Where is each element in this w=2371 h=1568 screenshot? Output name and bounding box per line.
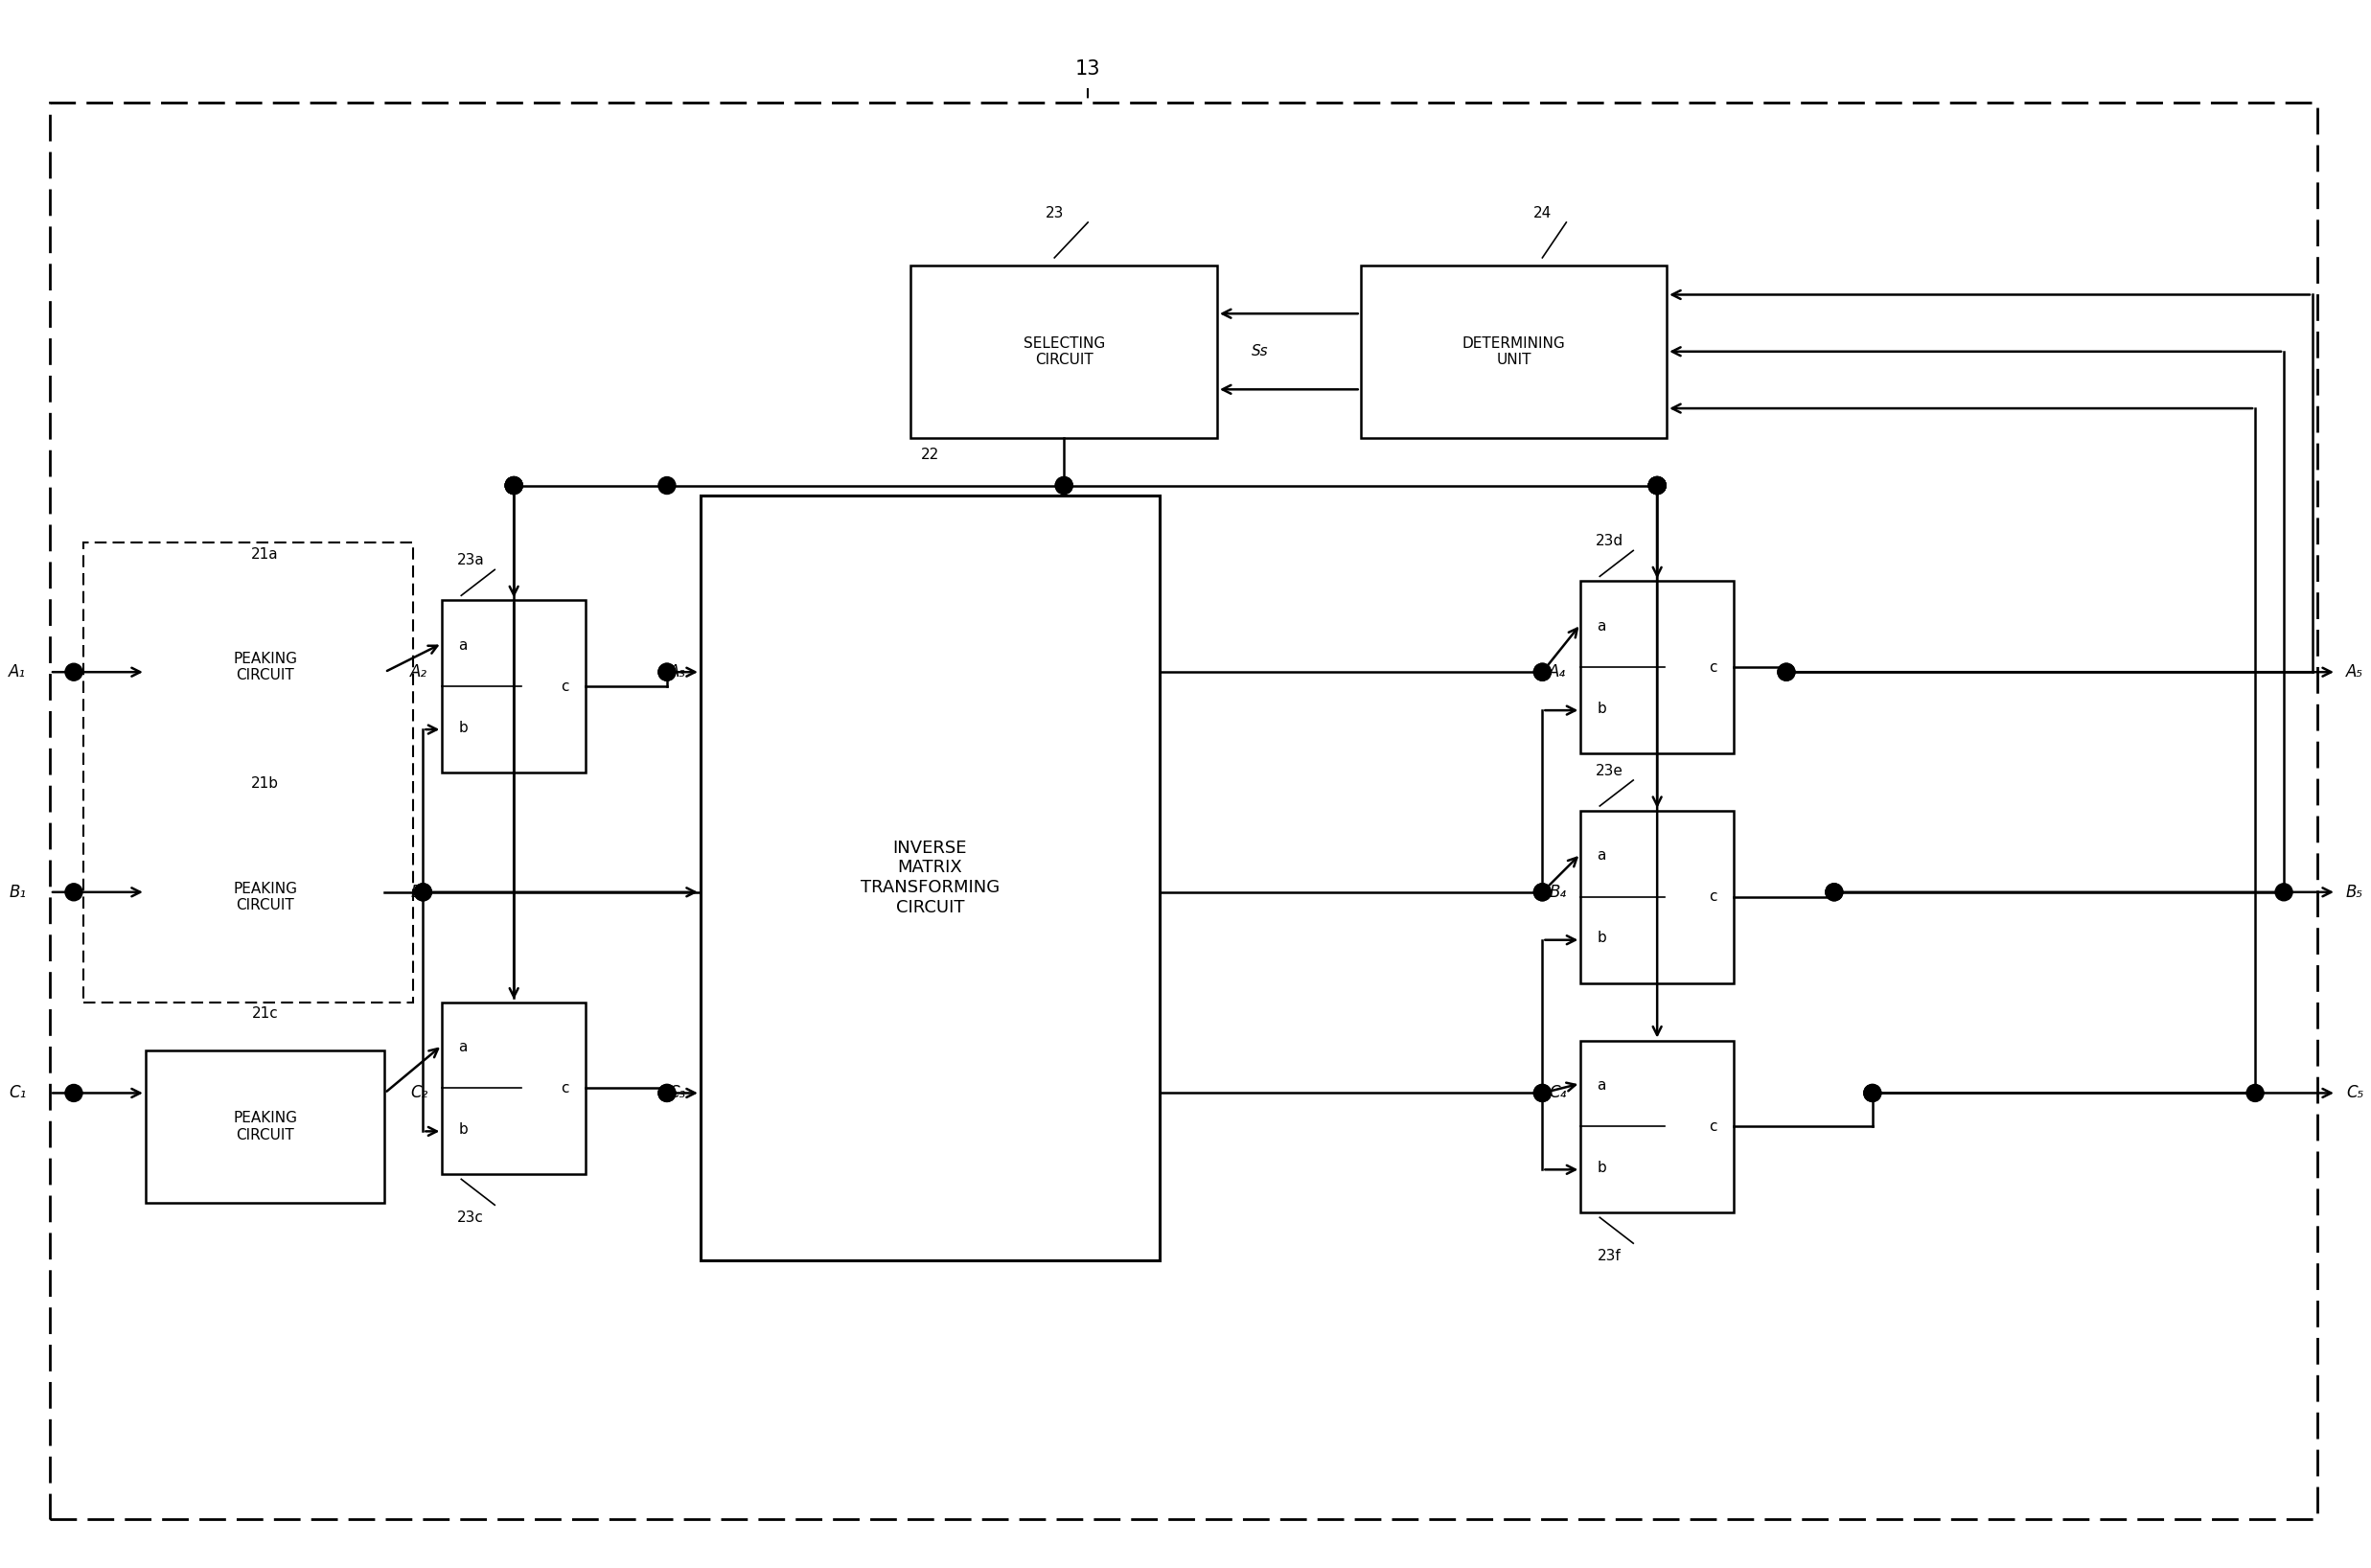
Circle shape — [1055, 477, 1072, 494]
Circle shape — [1648, 477, 1667, 494]
Text: 21c: 21c — [251, 1007, 277, 1021]
Circle shape — [1534, 663, 1551, 681]
Circle shape — [1534, 1085, 1551, 1102]
Circle shape — [1648, 477, 1667, 494]
Circle shape — [505, 477, 522, 494]
Text: A₄: A₄ — [1548, 663, 1567, 681]
Text: a: a — [1598, 848, 1605, 862]
Text: 24: 24 — [1534, 205, 1551, 220]
Text: b: b — [458, 721, 467, 735]
Bar — [910, 265, 1216, 437]
Circle shape — [415, 883, 432, 900]
Text: A₁: A₁ — [9, 663, 26, 681]
Circle shape — [1778, 663, 1795, 681]
Circle shape — [659, 1085, 676, 1102]
Text: a: a — [458, 1040, 467, 1054]
Text: b: b — [1598, 1160, 1608, 1174]
Circle shape — [1534, 883, 1551, 900]
Bar — [145, 1051, 384, 1203]
Circle shape — [1826, 883, 1842, 900]
Text: b: b — [458, 1123, 467, 1137]
Text: 22: 22 — [920, 448, 939, 463]
Text: A₃: A₃ — [669, 663, 685, 681]
Circle shape — [1055, 477, 1072, 494]
Text: A₂: A₂ — [410, 663, 427, 681]
Bar — [1581, 1041, 1733, 1212]
Circle shape — [659, 663, 676, 681]
Text: 23d: 23d — [1596, 533, 1624, 549]
Text: c: c — [1709, 889, 1717, 905]
Circle shape — [1826, 883, 1842, 900]
Circle shape — [505, 477, 522, 494]
Bar — [83, 543, 413, 1002]
Text: C₂: C₂ — [410, 1085, 427, 1102]
Text: C₅: C₅ — [2345, 1085, 2364, 1102]
Circle shape — [64, 1085, 83, 1102]
Circle shape — [64, 883, 83, 900]
Text: c: c — [560, 679, 569, 693]
Bar — [441, 1002, 586, 1174]
Circle shape — [1864, 1085, 1880, 1102]
Circle shape — [659, 663, 676, 681]
Circle shape — [2248, 1085, 2264, 1102]
Text: DETERMINING
UNIT: DETERMINING UNIT — [1463, 336, 1565, 367]
Text: 23a: 23a — [458, 554, 484, 568]
Bar — [1361, 265, 1667, 437]
Bar — [1581, 811, 1733, 983]
Text: a: a — [1598, 1079, 1605, 1093]
Text: 13: 13 — [1074, 60, 1100, 78]
Text: c: c — [560, 1080, 569, 1096]
Text: B₂: B₂ — [410, 883, 427, 900]
Text: C₄: C₄ — [1548, 1085, 1567, 1102]
Text: c: c — [1709, 660, 1717, 674]
Text: c: c — [1709, 1120, 1717, 1134]
Circle shape — [2276, 883, 2293, 900]
Circle shape — [659, 477, 676, 494]
Circle shape — [1648, 477, 1667, 494]
Circle shape — [1534, 663, 1551, 681]
Text: PEAKING
CIRCUIT: PEAKING CIRCUIT — [232, 1112, 296, 1142]
Circle shape — [64, 663, 83, 681]
Circle shape — [1534, 883, 1551, 900]
Circle shape — [1648, 477, 1667, 494]
Text: C₃: C₃ — [669, 1085, 685, 1102]
Circle shape — [415, 883, 432, 900]
Text: 23f: 23f — [1598, 1248, 1622, 1262]
Text: Ss: Ss — [1252, 345, 1268, 359]
Text: a: a — [1598, 619, 1605, 633]
Circle shape — [505, 477, 522, 494]
Text: PEAKING
CIRCUIT: PEAKING CIRCUIT — [232, 652, 296, 682]
Text: INVERSE
MATRIX
TRANSFORMING
CIRCUIT: INVERSE MATRIX TRANSFORMING CIRCUIT — [861, 839, 1001, 916]
Text: B₅: B₅ — [2345, 883, 2364, 900]
Text: B₁: B₁ — [9, 883, 26, 900]
Bar — [699, 495, 1159, 1261]
Text: 23e: 23e — [1596, 764, 1624, 778]
Circle shape — [1864, 1085, 1880, 1102]
Text: SELECTING
CIRCUIT: SELECTING CIRCUIT — [1024, 336, 1105, 367]
Bar — [145, 820, 384, 974]
Text: a: a — [458, 638, 467, 652]
Circle shape — [1648, 477, 1667, 494]
Circle shape — [1648, 477, 1667, 494]
Bar — [441, 601, 586, 773]
Circle shape — [659, 1085, 676, 1102]
Bar — [145, 591, 384, 743]
Text: 23c: 23c — [458, 1210, 484, 1225]
Circle shape — [505, 477, 522, 494]
Text: PEAKING
CIRCUIT: PEAKING CIRCUIT — [232, 881, 296, 913]
Text: b: b — [1598, 931, 1608, 946]
Bar — [1581, 582, 1733, 753]
Text: b: b — [1598, 701, 1608, 715]
Circle shape — [1778, 663, 1795, 681]
Text: B₄: B₄ — [1548, 883, 1567, 900]
Text: A₅: A₅ — [2345, 663, 2364, 681]
Text: C₁: C₁ — [9, 1085, 26, 1102]
Text: 23: 23 — [1046, 205, 1065, 220]
Text: 21b: 21b — [251, 776, 280, 792]
Circle shape — [1534, 1085, 1551, 1102]
Text: 21a: 21a — [251, 547, 280, 561]
